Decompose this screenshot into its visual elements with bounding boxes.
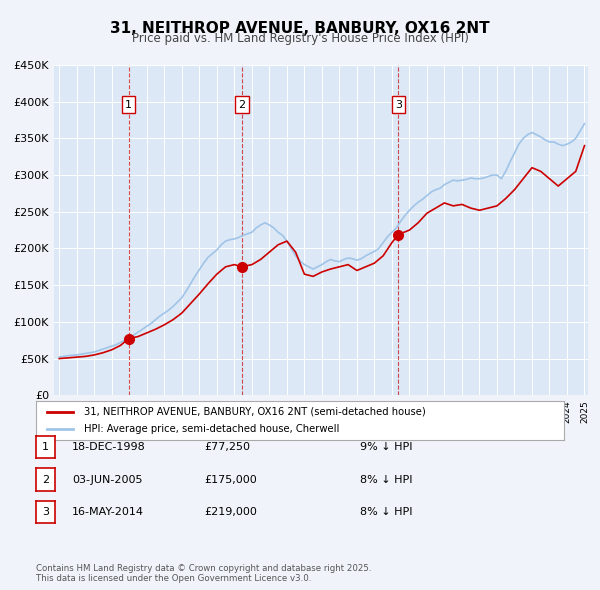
Text: 03-JUN-2005: 03-JUN-2005 bbox=[72, 475, 143, 484]
Text: £219,000: £219,000 bbox=[204, 507, 257, 517]
Text: 31, NEITHROP AVENUE, BANBURY, OX16 2NT (semi-detached house): 31, NEITHROP AVENUE, BANBURY, OX16 2NT (… bbox=[83, 407, 425, 417]
Text: 1: 1 bbox=[125, 100, 132, 110]
Text: 31, NEITHROP AVENUE, BANBURY, OX16 2NT: 31, NEITHROP AVENUE, BANBURY, OX16 2NT bbox=[110, 21, 490, 35]
Text: 18-DEC-1998: 18-DEC-1998 bbox=[72, 442, 146, 452]
Text: Price paid vs. HM Land Registry's House Price Index (HPI): Price paid vs. HM Land Registry's House … bbox=[131, 32, 469, 45]
Text: 2: 2 bbox=[238, 100, 245, 110]
Text: 1: 1 bbox=[42, 442, 49, 452]
Text: HPI: Average price, semi-detached house, Cherwell: HPI: Average price, semi-detached house,… bbox=[83, 424, 339, 434]
Text: 3: 3 bbox=[395, 100, 402, 110]
Text: 8% ↓ HPI: 8% ↓ HPI bbox=[360, 507, 413, 517]
Text: 8% ↓ HPI: 8% ↓ HPI bbox=[360, 475, 413, 484]
Text: 16-MAY-2014: 16-MAY-2014 bbox=[72, 507, 144, 517]
Text: Contains HM Land Registry data © Crown copyright and database right 2025.
This d: Contains HM Land Registry data © Crown c… bbox=[36, 563, 371, 583]
Text: 2: 2 bbox=[42, 475, 49, 484]
Text: £175,000: £175,000 bbox=[204, 475, 257, 484]
Text: 3: 3 bbox=[42, 507, 49, 517]
Text: 9% ↓ HPI: 9% ↓ HPI bbox=[360, 442, 413, 452]
Text: £77,250: £77,250 bbox=[204, 442, 250, 452]
